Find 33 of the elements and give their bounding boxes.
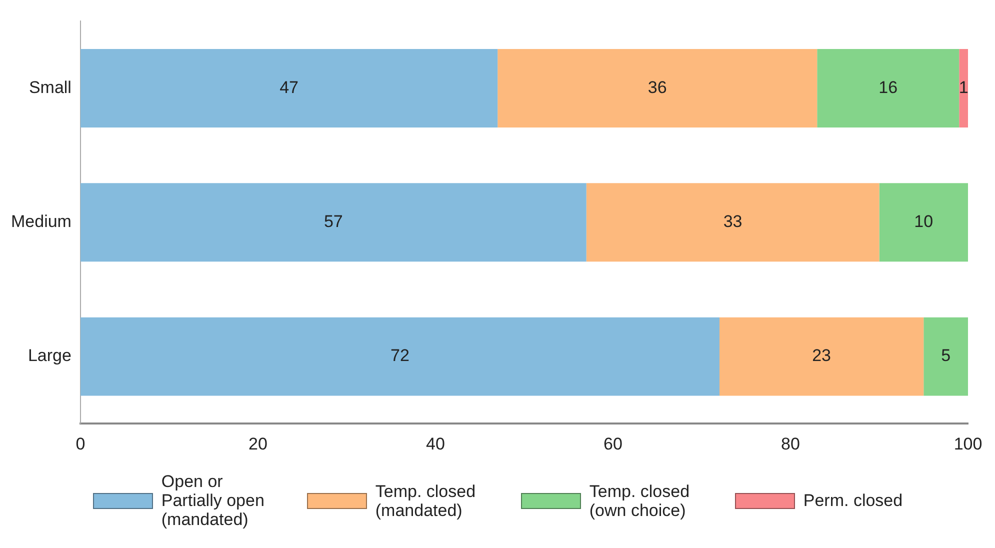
legend-label: Temp. closed (mandated) xyxy=(375,482,477,520)
bar xyxy=(80,49,498,128)
x-tick-label: 80 xyxy=(781,434,800,454)
bar xyxy=(959,49,968,128)
y-tick-label: Medium xyxy=(10,212,72,232)
bar xyxy=(80,183,586,262)
legend-label: Temp. closed (own choice) xyxy=(589,482,691,520)
data-label: 47 xyxy=(280,78,298,97)
x-tick-label: 40 xyxy=(426,434,445,454)
x-tick-label: 20 xyxy=(248,434,268,454)
data-label: 33 xyxy=(723,212,742,232)
legend-label: Open or Partially open (mandated) xyxy=(161,472,266,529)
legend-label: Perm. closed xyxy=(803,491,903,510)
bar xyxy=(719,317,924,396)
data-label: 10 xyxy=(914,212,934,232)
bar xyxy=(586,183,880,262)
bar xyxy=(924,317,968,396)
y-tick-label: Large xyxy=(28,346,72,366)
data-label: 36 xyxy=(648,78,667,97)
data-label: 57 xyxy=(324,212,343,232)
bar xyxy=(498,49,818,128)
y-tick-label: Small xyxy=(28,78,72,97)
data-label: 23 xyxy=(812,346,832,366)
bar xyxy=(80,317,720,396)
data-label: 72 xyxy=(390,346,410,366)
data-label: 1 xyxy=(958,78,968,97)
bar xyxy=(879,183,968,262)
x-tick-label: 100 xyxy=(954,434,982,454)
data-label: 16 xyxy=(878,78,898,97)
bar xyxy=(817,49,960,128)
x-tick-label: 0 xyxy=(76,434,86,454)
x-tick-label: 60 xyxy=(604,434,622,454)
data-label: 5 xyxy=(941,346,951,366)
